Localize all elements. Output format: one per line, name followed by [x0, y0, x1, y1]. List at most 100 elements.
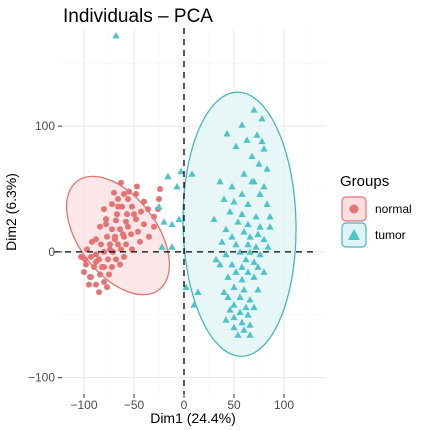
normal-point	[125, 196, 131, 203]
tumor-point	[238, 121, 246, 128]
tumor-point	[168, 220, 176, 228]
normal-point	[115, 196, 121, 203]
normal-point	[82, 256, 88, 263]
tumor-point	[160, 218, 168, 225]
tumor-point	[246, 248, 254, 255]
tumor-point	[232, 240, 240, 248]
tumor-point	[158, 243, 166, 250]
normal-point	[141, 198, 147, 205]
x-tick-label: 50	[227, 398, 241, 412]
normal-point	[126, 188, 132, 195]
normal-point	[145, 206, 151, 213]
reference-lines	[54, 28, 318, 394]
tumor-point	[254, 286, 262, 293]
tumor-point	[222, 225, 230, 233]
tumor-point	[254, 230, 262, 238]
tumor-point	[230, 313, 238, 321]
tumor-point	[173, 182, 181, 190]
tumor-point	[177, 167, 185, 175]
tumor-point	[243, 136, 251, 143]
tumor-point	[250, 273, 258, 280]
normal-point	[114, 211, 120, 218]
tumor-point	[228, 260, 236, 268]
legend-items: normal tumor	[341, 196, 412, 248]
normal-point	[112, 236, 118, 243]
normal-point	[109, 201, 115, 208]
tumor-point	[244, 220, 252, 228]
tumor-point	[155, 202, 163, 210]
tumor-point	[234, 331, 242, 338]
normal-point	[103, 221, 109, 228]
normal-point	[105, 256, 111, 263]
normal-point	[117, 261, 123, 268]
normal-point	[115, 241, 121, 248]
normal-point	[131, 211, 137, 218]
normal-point	[121, 253, 127, 260]
tumor-point	[240, 170, 248, 177]
normal-point	[133, 216, 139, 223]
tumor-point	[264, 243, 272, 250]
tumor-point	[210, 215, 218, 223]
normal-point	[104, 233, 110, 240]
tumor-point	[266, 223, 274, 230]
normal-point	[93, 251, 99, 258]
tumor-point	[238, 210, 246, 218]
tumor-point	[244, 200, 252, 207]
normal-point	[123, 241, 129, 248]
normal-point	[86, 281, 92, 288]
normal-point	[124, 211, 130, 218]
normal-point	[96, 289, 102, 296]
tumor-point	[240, 286, 248, 293]
tumor-point	[236, 248, 244, 255]
x-tick-label: 100	[274, 398, 294, 412]
tumor-point	[244, 311, 252, 318]
normal-point	[98, 241, 104, 248]
tumor-point	[238, 190, 246, 197]
tumor-point	[182, 283, 190, 290]
normal-point	[113, 217, 119, 224]
normal-point	[121, 191, 127, 198]
tumor-point	[246, 331, 254, 338]
tumor-point	[242, 255, 250, 263]
normal-point	[128, 231, 134, 238]
tumor-point	[234, 218, 242, 225]
normal-point	[129, 203, 135, 210]
tumor-point	[188, 170, 196, 177]
normal-point	[107, 246, 113, 253]
legend: Groups normal tumor	[340, 173, 412, 248]
tumor-point	[240, 228, 248, 235]
tumor-point	[244, 240, 252, 248]
tumor-point	[240, 326, 248, 333]
normal-point	[81, 269, 87, 275]
tumor-point	[246, 321, 254, 328]
legend-title: Groups	[340, 173, 389, 190]
normal-point	[109, 226, 115, 233]
tumor-point	[216, 260, 224, 268]
tumor-point	[236, 308, 244, 316]
legend-marker-normal	[349, 204, 359, 214]
tumor-point	[112, 31, 120, 39]
tumor-point	[168, 243, 176, 250]
tumor-point	[250, 303, 258, 311]
tumor-point	[253, 131, 261, 138]
normal-point	[146, 233, 152, 240]
tumor-point	[220, 288, 228, 296]
y-axis-label: Dim2 (6.3%)	[3, 173, 19, 251]
tumor-point	[190, 301, 198, 308]
normal-point	[103, 216, 109, 223]
tumor-point	[194, 288, 202, 296]
normal-point	[135, 228, 141, 235]
tumor-point	[228, 233, 236, 240]
tumor-point	[256, 223, 264, 230]
tumor-point	[250, 106, 258, 113]
tumor-point	[250, 258, 258, 265]
normal-point	[123, 218, 129, 225]
legend-marker-tumor	[348, 229, 360, 240]
tumor-point	[266, 213, 274, 220]
tumor-point	[254, 263, 262, 270]
tumor-point	[224, 293, 232, 301]
normal-point	[97, 271, 103, 278]
y-tick-label: −100	[28, 371, 55, 385]
y-tick-label: 0	[48, 245, 55, 259]
